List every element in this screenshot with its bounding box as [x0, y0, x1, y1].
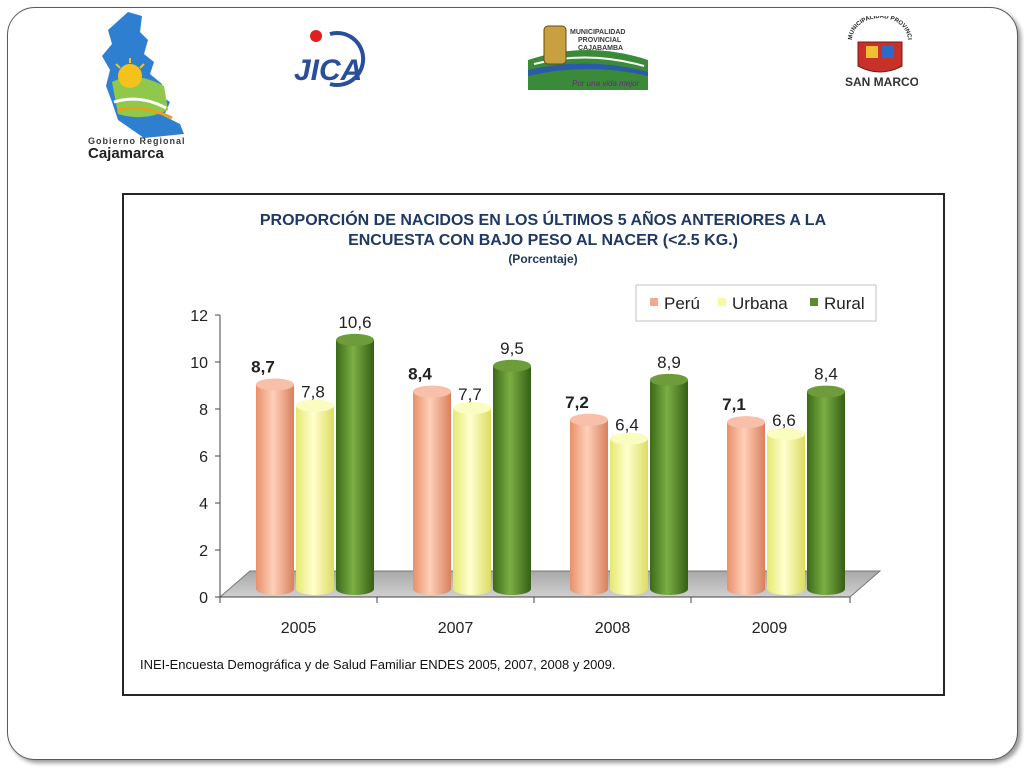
legend-label-rural: Rural [824, 294, 865, 313]
bar-chart: PROPORCIÓN DE NACIDOS EN LOS ÚLTIMOS 5 A… [140, 209, 882, 672]
cajabamba-motto: Por una vida mejor [572, 79, 639, 88]
jica-text: JICA [294, 54, 362, 87]
bar-perú-2007 [413, 391, 451, 595]
data-label-rural-2007: 9,5 [500, 339, 524, 358]
bar-urbana-2007 [453, 408, 491, 595]
gobierno-regional-logo: Gobierno Regional Cajamarca [84, 10, 208, 162]
bar-urbana-2005 [296, 405, 334, 595]
x-tick-label: 2009 [752, 620, 788, 637]
svg-text:MUNICIPALIDAD PROVINCIAL: MUNICIPALIDAD PROVINCIAL [842, 16, 912, 40]
legend-label-peru: Perú [664, 294, 700, 313]
cajabamba-line2: PROVINCIAL [578, 37, 622, 44]
bar-top-perú-2005 [256, 378, 294, 391]
bar-rural-2005 [336, 339, 374, 595]
bar-top-urbana-2007 [453, 402, 491, 415]
legend-label-urbana: Urbana [732, 294, 788, 313]
y-tick-label: 10 [190, 355, 208, 372]
san-marcos-arc-text: MUNICIPALIDAD PROVINCIAL [840, 12, 912, 40]
bar-urbana-2009 [767, 433, 805, 595]
y-tick-label: 2 [199, 543, 208, 560]
bar-top-urbana-2005 [296, 399, 334, 412]
san-marcos-logo: MUNICIPALIDAD PROVINCIAL SAN MARCOS [840, 12, 927, 90]
bar-top-perú-2007 [413, 385, 451, 398]
chart-legend: Perú Urbana Rural [635, 284, 877, 322]
bar-top-rural-2007 [493, 359, 531, 372]
data-label-urbana-2005: 7,8 [301, 383, 325, 402]
bar-top-rural-2008 [650, 373, 688, 386]
x-tick-label: 2005 [281, 620, 317, 637]
data-label-perú-2007: 8,4 [408, 365, 432, 384]
jica-logo: JICA [290, 22, 372, 92]
bar-top-urbana-2008 [610, 432, 648, 445]
chart-container: PROPORCIÓN DE NACIDOS EN LOS ÚLTIMOS 5 A… [122, 193, 945, 696]
data-label-rural-2005: 10,6 [338, 313, 371, 332]
bar-rural-2008 [650, 379, 688, 595]
gobierno-regional-line1: Gobierno Regional [88, 136, 186, 146]
legend-swatch-peru [650, 298, 658, 306]
plot-area: 0 2 4 6 8 10 12 2005 2007 2008 2009 8,7 7,8 10,6 8,4 7,… [190, 308, 882, 637]
gobierno-regional-line2: Cajamarca [88, 145, 165, 162]
x-tick-label: 2007 [438, 620, 474, 637]
y-tick-label: 12 [190, 308, 208, 325]
bar-top-rural-2009 [807, 385, 845, 398]
bar-top-perú-2008 [570, 413, 608, 426]
bar-urbana-2008 [610, 438, 648, 595]
bar-rural-2009 [807, 391, 845, 595]
x-tick-label: 2008 [595, 620, 631, 637]
bar-perú-2005 [256, 384, 294, 595]
cajabamba-line3: CAJABAMBA [578, 45, 623, 52]
y-tick-label: 8 [199, 402, 208, 419]
bar-rural-2007 [493, 365, 531, 595]
bar-top-perú-2009 [727, 416, 765, 429]
chart-subtitle: (Porcentaje) [508, 252, 577, 266]
data-label-urbana-2007: 7,7 [458, 385, 482, 404]
chart-title-line2: ENCUESTA CON BAJO PESO AL NACER (<2.5 KG… [348, 232, 738, 249]
bar-perú-2008 [570, 419, 608, 595]
data-label-perú-2009: 7,1 [722, 395, 746, 414]
bar-perú-2009 [727, 422, 765, 595]
data-label-rural-2009: 8,4 [814, 365, 838, 384]
chart-title-line1: PROPORCIÓN DE NACIDOS EN LOS ÚLTIMOS 5 A… [260, 209, 827, 229]
legend-swatch-urbana [718, 298, 726, 306]
cajabamba-logo: MUNICIPALIDAD PROVINCIAL CAJABAMBA Por u… [528, 20, 650, 92]
data-label-perú-2008: 7,2 [565, 393, 589, 412]
data-label-urbana-2008: 6,4 [615, 416, 639, 435]
bar-top-rural-2005 [336, 333, 374, 346]
cajabamba-line1: MUNICIPALIDAD [570, 29, 625, 36]
y-tick-label: 6 [199, 449, 208, 466]
bar-top-urbana-2009 [767, 427, 805, 440]
data-label-rural-2008: 8,9 [657, 353, 681, 372]
back-wall-edge [219, 315, 247, 598]
data-label-perú-2005: 8,7 [251, 358, 275, 377]
chart-source: INEI-Encuesta Demográfica y de Salud Fam… [140, 657, 615, 672]
y-tick-label: 0 [199, 590, 208, 607]
legend-swatch-rural [810, 298, 818, 306]
data-label-urbana-2009: 6,6 [772, 411, 796, 430]
san-marcos-name: SAN MARCOS [845, 75, 918, 89]
y-tick-label: 4 [199, 496, 208, 513]
